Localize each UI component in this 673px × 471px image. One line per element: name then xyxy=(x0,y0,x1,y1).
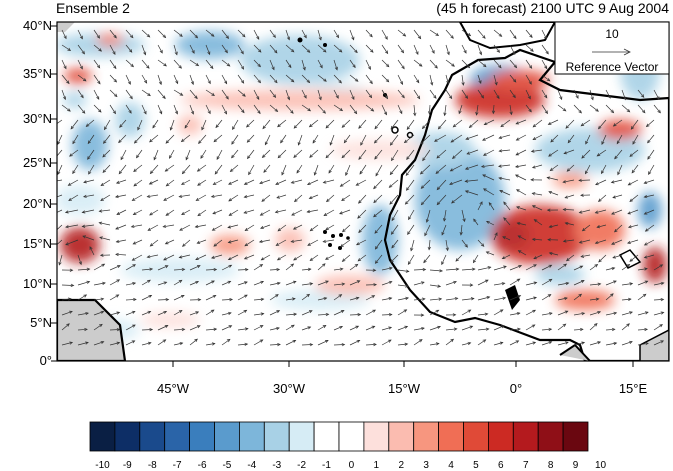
lat-label-0: 0° xyxy=(39,353,52,368)
lon-label-15w: 15°W xyxy=(388,381,420,396)
colorbar-swatch xyxy=(139,421,166,452)
lat-label-5n: 5°N xyxy=(30,315,52,330)
axis-ticks xyxy=(51,25,634,367)
south-america-land xyxy=(57,298,127,361)
colorbar-label: 9 xyxy=(572,460,579,471)
colorbar-swatch xyxy=(313,421,340,452)
lat-label-30n: 30°N xyxy=(22,111,52,126)
colorbar-label: 8 xyxy=(547,460,554,471)
colorbar-label: 2 xyxy=(398,460,405,471)
colorbar-label: 0 xyxy=(348,460,355,471)
colorbar-swatch xyxy=(164,421,190,452)
colorbar-swatch xyxy=(487,421,514,452)
colorbar-swatch xyxy=(238,421,265,452)
lat-label-10n: 10°N xyxy=(22,276,52,291)
colorbar-swatch xyxy=(338,421,365,452)
lat-label-20n: 20°N xyxy=(22,196,52,211)
lat-label-15n: 15°N xyxy=(22,236,52,251)
anomaly-field xyxy=(57,31,667,342)
colorbar-swatch xyxy=(438,421,464,452)
colorbar-swatch xyxy=(89,421,116,452)
lat-label-40n: 40°N xyxy=(22,18,52,33)
lat-label-35n: 35°N xyxy=(22,66,52,81)
colorbar-swatch xyxy=(288,421,315,452)
lat-label-25n: 25°N xyxy=(22,155,52,170)
colorbar-swatch xyxy=(363,421,390,452)
colorbar-label: 4 xyxy=(448,460,454,471)
wind-vector-field xyxy=(57,29,665,347)
colorbar-label: -9 xyxy=(122,460,132,471)
colorbar-label: -8 xyxy=(147,460,157,471)
map-title-right: (45 h forecast) 2100 UTC 9 Aug 2004 xyxy=(436,0,669,16)
colorbar-swatch xyxy=(388,421,415,452)
colorbar-swatch xyxy=(512,421,539,452)
colorbar-label: -7 xyxy=(172,460,182,471)
colorbar-label: -2 xyxy=(297,460,307,471)
iberia-coastline xyxy=(458,22,557,50)
lon-label-0: 0° xyxy=(509,381,523,396)
colorbar-swatch xyxy=(114,421,141,452)
colorbar-label: 3 xyxy=(423,460,429,471)
lon-label-30w: 30°W xyxy=(273,381,305,396)
colorbar-label: -4 xyxy=(247,460,257,471)
colorbar-label: 7 xyxy=(523,460,529,471)
colorbar-label: -3 xyxy=(272,460,282,471)
colorbar-swatch xyxy=(189,421,215,452)
reference-vector-box xyxy=(554,21,670,75)
map-frame xyxy=(56,21,670,362)
colorbar-label: -1 xyxy=(322,460,331,471)
colorbar-label: 10 xyxy=(594,460,607,471)
colorbar-label: -10 xyxy=(95,460,110,471)
lon-label-15e: 15°E xyxy=(618,381,648,396)
colorbar-label: 6 xyxy=(498,460,504,471)
colorbar-label: -5 xyxy=(222,460,232,471)
colorbar-swatch xyxy=(263,421,290,452)
africa-coastline xyxy=(383,48,669,361)
reference-vector-magnitude: 10 xyxy=(605,27,619,41)
colorbar-label: -6 xyxy=(197,460,207,471)
colorbar-swatch xyxy=(537,421,564,452)
colorbar-label: 5 xyxy=(473,460,479,471)
reference-vector-caption: Reference Vector xyxy=(566,60,659,74)
colorbar-swatch xyxy=(413,421,440,452)
lon-label-45w: 45°W xyxy=(157,381,189,396)
colorbar-swatch xyxy=(463,421,489,452)
colorbar-swatch xyxy=(214,421,240,452)
colorbar-swatch xyxy=(562,421,589,452)
map-title-left: Ensemble 2 xyxy=(56,0,130,16)
colorbar-label: 1 xyxy=(373,460,380,471)
